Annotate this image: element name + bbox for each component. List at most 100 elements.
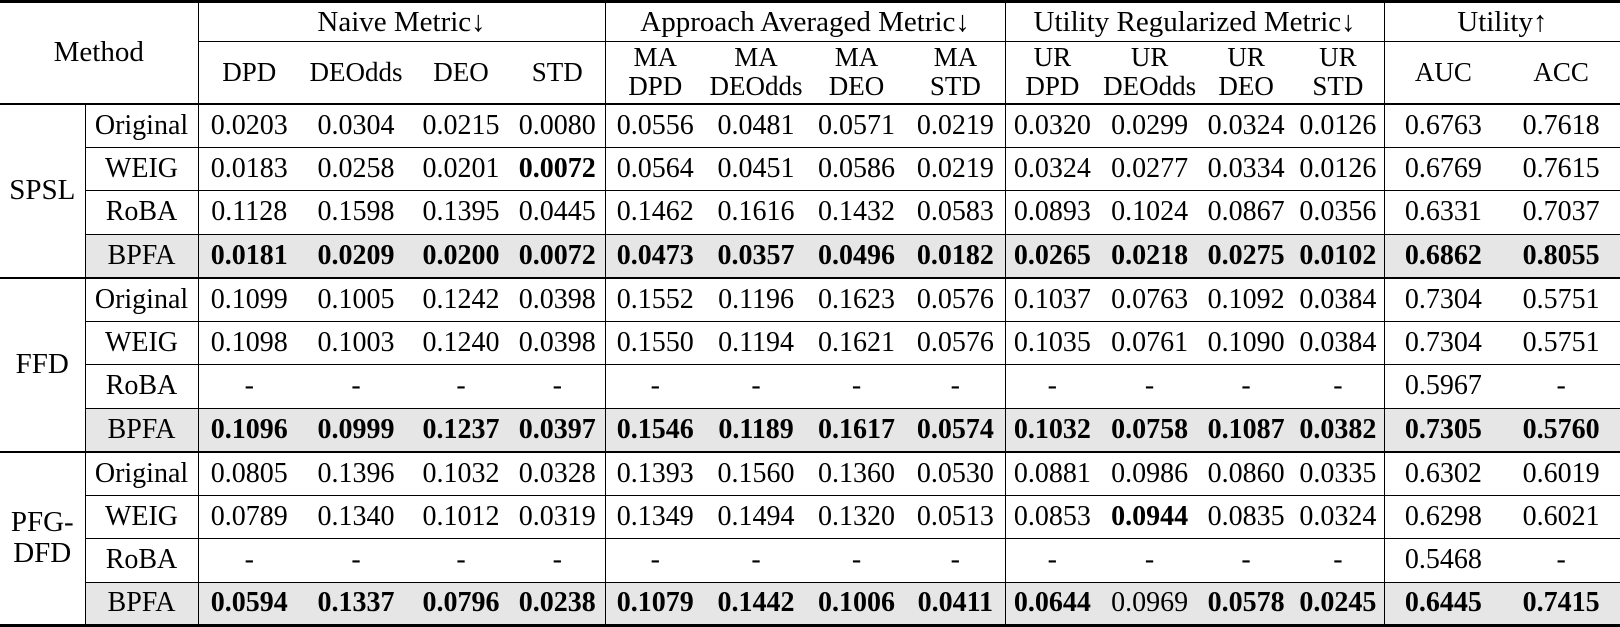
table-row: PFG- DFD Original 0.0805 0.1396 0.1032 0.0328… — [0, 450, 1620, 626]
metric-value-cell: 0.1237 — [412, 407, 510, 452]
variant-label: RoBA — [85, 190, 199, 234]
metric-value-cell: 0.0758 — [1099, 407, 1201, 452]
group-header-utility: Utility↑ — [1384, 1, 1620, 42]
metric-value-cell: 0.6331 — [1384, 190, 1503, 234]
metric-value-cell: 0.0853 — [1005, 494, 1100, 539]
metric-value-cell: 0.0126 — [1292, 102, 1385, 147]
metric-value-cell: - — [1292, 538, 1385, 582]
table-row: BPFA 0.0594 0.1337 0.0796 0.0238 0.1079 0.1442… — [0, 581, 1620, 626]
metric-value-cell: 0.1395 — [412, 190, 510, 234]
column-header-ma-deodds: MA DEOdds — [705, 41, 808, 105]
metric-value-cell: - — [807, 538, 907, 582]
metric-value-cell: 0.6769 — [1384, 146, 1503, 191]
metric-value-cell: 0.0574 — [906, 407, 1006, 452]
metric-value-cell: 0.0219 — [906, 146, 1006, 191]
metric-value-cell: - — [906, 538, 1006, 582]
metric-value-cell: 0.0397 — [510, 407, 606, 452]
variant-label: Original — [85, 276, 199, 321]
metric-value-cell: 0.1360 — [807, 450, 907, 495]
metric-value-cell: 0.0530 — [906, 450, 1006, 495]
table-row: WEIG 0.1098 0.1003 0.1240 0.0398 0.1550 0.1194… — [0, 320, 1620, 365]
metric-value-cell: 0.0181 — [198, 233, 300, 278]
metric-value-cell: - — [1099, 538, 1201, 582]
metric-value-cell: 0.1194 — [705, 320, 808, 365]
metric-value-cell: 0.1242 — [412, 276, 510, 321]
metric-value-cell: 0.0384 — [1292, 276, 1385, 321]
metric-value-cell: - — [1292, 364, 1385, 408]
variant-label: BPFA — [85, 407, 199, 452]
metric-value-cell: 0.0209 — [300, 233, 412, 278]
metric-value-cell: 0.0761 — [1099, 320, 1201, 365]
metric-value-cell: 0.0328 — [510, 450, 606, 495]
metric-value-cell: 0.1240 — [412, 320, 510, 365]
method-group-label: PFG- DFD — [0, 450, 86, 626]
metric-value-cell: 0.5751 — [1502, 276, 1620, 321]
metric-value-cell: 0.5760 — [1502, 407, 1620, 452]
metric-value-cell: - — [1005, 538, 1100, 582]
metric-value-cell: 0.1006 — [807, 581, 907, 626]
metric-value-cell: 0.0203 — [198, 102, 300, 147]
metric-value-cell: 0.1032 — [1005, 407, 1100, 452]
metric-value-cell: 0.0334 — [1200, 146, 1293, 191]
metric-value-cell: 0.0867 — [1200, 190, 1293, 234]
metric-value-cell: - — [1005, 364, 1100, 408]
metric-value-cell: 0.6019 — [1502, 450, 1620, 495]
metric-value-cell: 0.1546 — [605, 407, 706, 452]
method-group-label: SPSL — [0, 102, 86, 278]
metric-value-cell: 0.0556 — [605, 102, 706, 147]
metric-value-cell: 0.0576 — [906, 276, 1006, 321]
metric-value-cell: 0.1032 — [412, 450, 510, 495]
metric-value-cell: 0.6298 — [1384, 494, 1503, 539]
metric-value-cell: - — [605, 538, 706, 582]
metric-value-cell: - — [300, 364, 412, 408]
metric-value-cell: 0.7415 — [1502, 581, 1620, 626]
metric-value-cell: 0.1340 — [300, 494, 412, 539]
metric-value-cell: - — [412, 538, 510, 582]
metric-value-cell: - — [1200, 364, 1293, 408]
column-header-deodds: DEOdds — [300, 41, 412, 105]
metric-value-cell: 0.1128 — [198, 190, 300, 234]
metric-value-cell: - — [807, 364, 907, 408]
group-header-naive-metric: Naive Metric↓ — [198, 1, 606, 42]
metric-value-cell: 0.0398 — [510, 320, 606, 365]
metric-value-cell: 0.0356 — [1292, 190, 1385, 234]
metric-value-cell: 0.7305 — [1384, 407, 1503, 452]
metric-value-cell: 0.0496 — [807, 233, 907, 278]
metric-value-cell: 0.0805 — [198, 450, 300, 495]
metric-value-cell: - — [412, 364, 510, 408]
metric-value-cell: 0.1462 — [605, 190, 706, 234]
metric-value-cell: - — [1099, 364, 1201, 408]
group-header-utility-regularized-metric: Utility Regularized Metric↓ — [1005, 1, 1385, 42]
metric-value-cell: 0.0299 — [1099, 102, 1201, 147]
group-header-approach-averaged-metric: Approach Averaged Metric↓ — [605, 1, 1006, 42]
metric-value-cell: 0.0944 — [1099, 494, 1201, 539]
metric-value-cell: - — [1502, 364, 1620, 408]
metric-value-cell: 0.0986 — [1099, 450, 1201, 495]
metric-value-cell: 0.1024 — [1099, 190, 1201, 234]
metric-value-cell: 0.1096 — [198, 407, 300, 452]
metric-value-cell: 0.0238 — [510, 581, 606, 626]
column-header-ur-dpd: UR DPD — [1005, 41, 1100, 105]
metric-value-cell: 0.0481 — [705, 102, 808, 147]
variant-label: Original — [85, 450, 199, 495]
table-row: BPFA 0.0181 0.0209 0.0200 0.0072 0.0473 0.0357… — [0, 233, 1620, 278]
column-header-deo: DEO — [412, 41, 510, 105]
metric-value-cell: - — [705, 364, 808, 408]
metric-value-cell: - — [198, 364, 300, 408]
metric-value-cell: 0.0258 — [300, 146, 412, 191]
metric-value-cell: 0.0072 — [510, 233, 606, 278]
sub-header-row: DPD DEOdds DEO STD MA DPD MA DEOdds MA D… — [0, 41, 1620, 105]
method-column-header: Method — [0, 1, 199, 104]
metric-value-cell: 0.0893 — [1005, 190, 1100, 234]
table-row: RoBA 0.1128 0.1598 0.1395 0.0445 0.1462 0.1616… — [0, 190, 1620, 234]
metric-value-cell: 0.0265 — [1005, 233, 1100, 278]
metric-value-cell: 0.6763 — [1384, 102, 1503, 147]
metric-value-cell: 0.0398 — [510, 276, 606, 321]
metric-value-cell: 0.7304 — [1384, 320, 1503, 365]
metric-value-cell: 0.0796 — [412, 581, 510, 626]
metric-value-cell: - — [705, 538, 808, 582]
metric-value-cell: 0.1550 — [605, 320, 706, 365]
table-row: BPFA 0.1096 0.0999 0.1237 0.0397 0.1546 0.1189… — [0, 407, 1620, 452]
